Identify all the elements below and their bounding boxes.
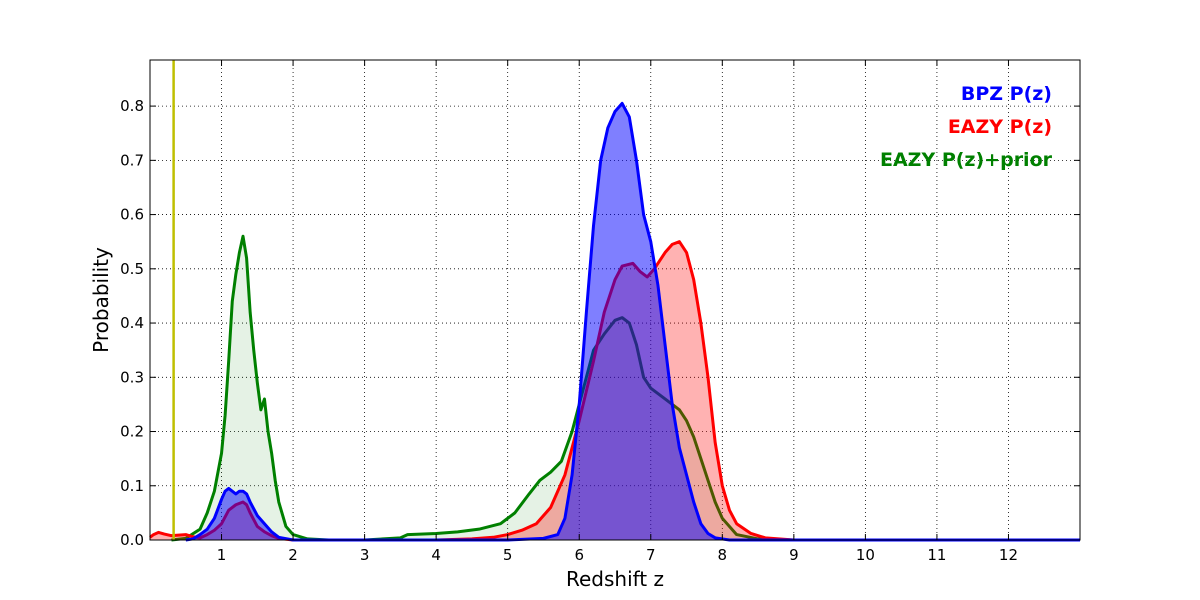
y-tick-label: 0.5 [120,260,144,278]
x-tick-label: 12 [999,546,1018,564]
legend-entry-eazy-p-z: EAZY P(z) [948,116,1052,138]
x-tick-label: 7 [646,546,656,564]
y-tick-label: 0.7 [120,151,144,169]
eazy-p-z-prior-line [171,234,1080,542]
y-tick-label: 0.4 [120,314,144,332]
x-tick-label: 10 [856,546,875,564]
x-tick-label: 4 [431,546,441,564]
bpz-p-z-fill [185,103,1080,540]
bpz-p-z-line [185,101,1080,542]
x-tick-label: 1 [217,546,227,564]
x-tick-label: 8 [718,546,728,564]
y-tick-label: 0.8 [120,97,144,115]
x-axis-label: Redshift z [566,567,664,591]
y-tick-label: 0.6 [120,206,144,224]
y-tick-label: 0.0 [120,531,144,549]
y-tick-label: 0.3 [120,368,144,386]
axis-ticks: 1 2 3 4 5 6 7 8 9 10 11 120.00.10.20.30.40.50.60.70… [120,60,1080,564]
x-tick-label: 9 [789,546,799,564]
x-tick-label: 6 [574,546,584,564]
legend: BPZ P(z) EAZY P(z) EAZY P(z)+prior [880,83,1053,171]
y-axis-label: Probability [89,247,113,353]
x-tick-label: 3 [360,546,370,564]
y-tick-label: 0.2 [120,423,144,441]
y-tick-label: 0.1 [120,477,144,495]
x-tick-label: 5 [503,546,513,564]
plot-frame [149,59,1081,541]
series-layer [149,101,1080,542]
legend-entry-eazy-p-z-prior: EAZY P(z)+prior [880,149,1053,171]
x-tick-label: 2 [288,546,298,564]
legend-entry-bpz-p-z: BPZ P(z) [961,83,1052,105]
x-tick-label: 11 [927,546,946,564]
